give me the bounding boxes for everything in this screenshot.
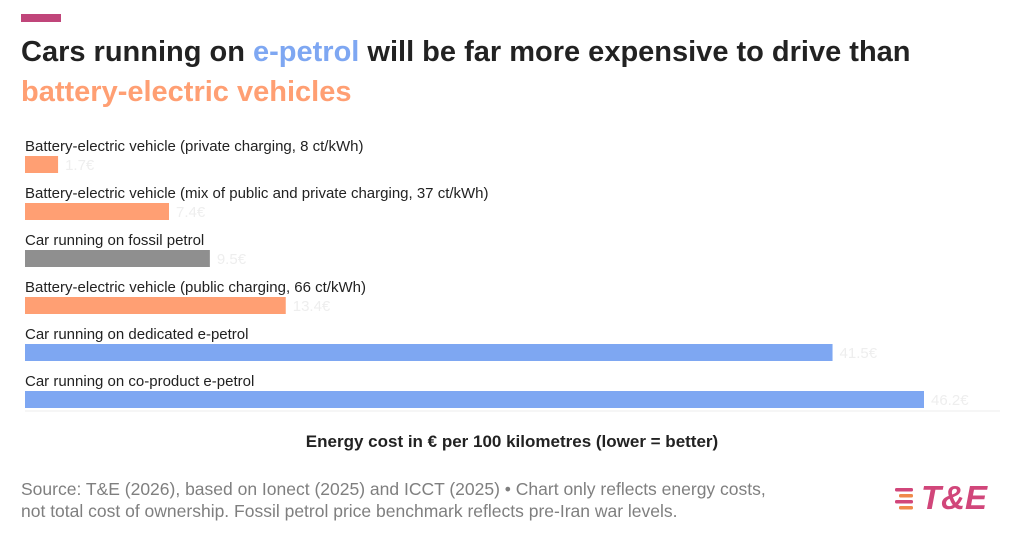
te-logo: T&E xyxy=(893,478,1008,518)
bar xyxy=(25,156,59,173)
source-note: Source: T&E (2026), based on Ionect (202… xyxy=(21,478,901,522)
title-highlight-e-petrol: e-petrol xyxy=(253,36,360,68)
chart-title: Cars running on e-petrol will be far mor… xyxy=(21,32,981,112)
category-label: Car running on co-product e-petrol xyxy=(25,373,254,390)
category-label: Battery-electric vehicle (private chargi… xyxy=(25,138,363,155)
category-label: Battery-electric vehicle (public chargin… xyxy=(25,279,366,296)
accent-bar xyxy=(21,14,61,22)
te-logo-mark-icon xyxy=(895,488,913,510)
data-label: 13.4€ xyxy=(293,298,331,315)
category-label: Car running on dedicated e-petrol xyxy=(25,326,248,343)
x-axis-label: Energy cost in € per 100 kilometres (low… xyxy=(305,432,719,451)
source-line-2: not total cost of ownership. Fossil petr… xyxy=(21,501,678,521)
title-part-1: Cars running on xyxy=(21,36,253,68)
bar xyxy=(25,203,169,220)
bar xyxy=(25,391,924,408)
category-label: Car running on fossil petrol xyxy=(25,232,204,249)
te-logo-text: T&E xyxy=(921,479,987,516)
bar xyxy=(25,250,210,267)
source-line-1: Source: T&E (2026), based on Ionect (202… xyxy=(21,479,766,499)
category-label: Battery-electric vehicle (mix of public … xyxy=(25,185,489,202)
data-label: 1.7€ xyxy=(65,157,95,174)
title-highlight-battery-electric: battery-electric vehicles xyxy=(21,76,352,108)
bar xyxy=(25,344,833,361)
data-label: 9.5€ xyxy=(217,251,247,268)
data-label: 41.5€ xyxy=(840,345,878,362)
title-part-2: will be far more expensive to drive than xyxy=(359,36,911,68)
data-label: 7.4€ xyxy=(176,204,206,221)
bar xyxy=(25,297,286,314)
data-label: 46.2€ xyxy=(931,392,969,409)
